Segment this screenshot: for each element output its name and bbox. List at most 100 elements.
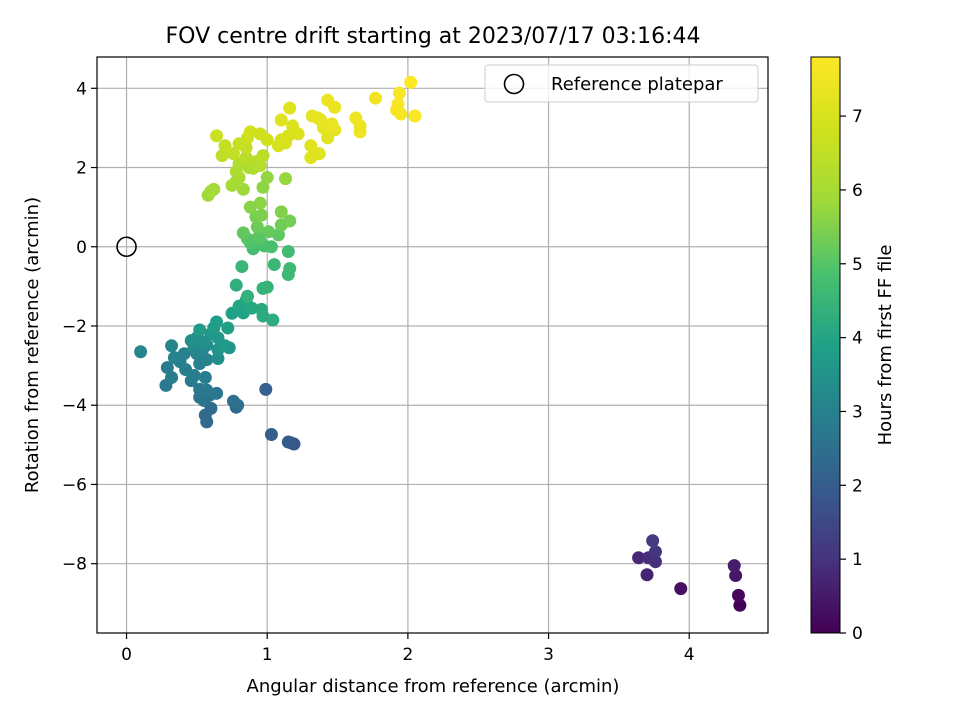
data-point: [281, 129, 295, 143]
x-axis-label: Angular distance from reference (arcmin): [247, 676, 620, 697]
data-point: [241, 289, 255, 303]
data-point: [632, 551, 646, 565]
y-tick-label: −4: [62, 396, 87, 416]
colorbar-ticks: 0 1 2 3 4 5 6 7: [840, 107, 863, 644]
data-point: [369, 91, 383, 105]
y-tick-label: 4: [76, 79, 87, 99]
colorbar: [810, 56, 841, 634]
data-point: [328, 100, 342, 114]
data-point: [218, 339, 232, 353]
colorbar-tick-label: 7: [852, 107, 863, 127]
data-point: [221, 321, 235, 335]
data-point: [260, 133, 274, 147]
data-point: [349, 111, 363, 125]
data-point: [260, 280, 274, 294]
data-point: [640, 568, 654, 582]
data-point: [250, 220, 264, 234]
data-point: [200, 383, 214, 397]
data-point: [177, 347, 191, 361]
data-point: [134, 345, 148, 359]
data-point: [226, 394, 240, 408]
data-point: [408, 109, 422, 123]
data-point: [236, 226, 250, 240]
data-point: [283, 214, 297, 228]
colorbar-tick-label: 0: [852, 624, 863, 644]
chart-title: FOV centre drift starting at 2023/07/17 …: [166, 24, 701, 49]
data-point: [281, 435, 295, 449]
y-tick-label: 0: [76, 238, 87, 258]
data-point: [252, 230, 266, 244]
reference-platepar-marker: [116, 236, 137, 258]
colorbar-tick-label: 3: [852, 402, 863, 422]
data-point: [731, 588, 745, 602]
data-point: [283, 101, 297, 115]
y-tick-label: −8: [62, 555, 87, 575]
scatter-points: [134, 75, 747, 612]
grid-lines: [97, 57, 768, 633]
data-point: [392, 86, 406, 100]
data-point: [325, 117, 339, 131]
data-point: [262, 225, 276, 239]
data-point: [404, 75, 418, 89]
data-point: [243, 200, 257, 214]
data-point: [243, 125, 257, 139]
data-point: [260, 170, 274, 184]
data-point: [729, 569, 743, 583]
data-point: [200, 353, 214, 367]
data-point: [727, 559, 741, 573]
legend-label: Reference platepar: [551, 74, 723, 95]
colorbar-tick-label: 1: [852, 550, 863, 570]
colorbar-tick-label: 2: [852, 476, 863, 496]
data-point: [283, 262, 297, 276]
data-point: [281, 245, 295, 259]
data-point: [274, 113, 288, 127]
data-point: [648, 555, 662, 569]
data-point: [267, 258, 281, 272]
data-point: [245, 301, 259, 315]
data-point: [253, 196, 267, 210]
data-point: [304, 139, 318, 153]
data-point: [259, 382, 273, 396]
colorbar-label: Hours from first FF file: [875, 245, 896, 446]
x-tick-label: 4: [684, 645, 695, 665]
data-point: [204, 184, 218, 198]
data-point: [266, 313, 280, 327]
x-tick-label: 2: [402, 645, 413, 665]
data-point: [165, 370, 179, 384]
data-point: [286, 119, 300, 133]
data-point: [264, 240, 278, 254]
data-point: [312, 147, 326, 161]
y-tick-label: −2: [62, 317, 87, 337]
data-point: [215, 149, 229, 163]
data-point: [239, 151, 253, 165]
data-point: [274, 205, 288, 219]
data-point: [256, 180, 270, 194]
data-point: [391, 97, 405, 111]
colorbar-tick-label: 4: [852, 329, 863, 349]
data-point: [674, 582, 688, 596]
legend-marker: [503, 73, 525, 95]
data-point: [255, 208, 269, 222]
data-point: [394, 107, 408, 121]
y-axis-ticks: −8 −6 −4 −2 0 2 4: [62, 79, 97, 575]
data-point: [646, 534, 660, 548]
data-point: [226, 147, 240, 161]
data-point: [167, 351, 181, 365]
y-tick-label: 2: [76, 159, 87, 179]
data-point: [165, 339, 179, 353]
data-point: [193, 323, 207, 337]
data-point: [648, 545, 662, 559]
data-point: [210, 386, 224, 400]
data-point: [256, 149, 270, 163]
data-point: [264, 428, 278, 442]
y-tick-label: −6: [62, 475, 87, 495]
legend-box: [484, 64, 759, 103]
data-point: [210, 129, 224, 143]
plot-frame: [96, 56, 769, 634]
data-point: [198, 370, 212, 384]
data-point: [278, 172, 292, 186]
x-tick-label: 0: [121, 645, 132, 665]
data-point: [256, 309, 270, 323]
data-point: [271, 228, 285, 242]
